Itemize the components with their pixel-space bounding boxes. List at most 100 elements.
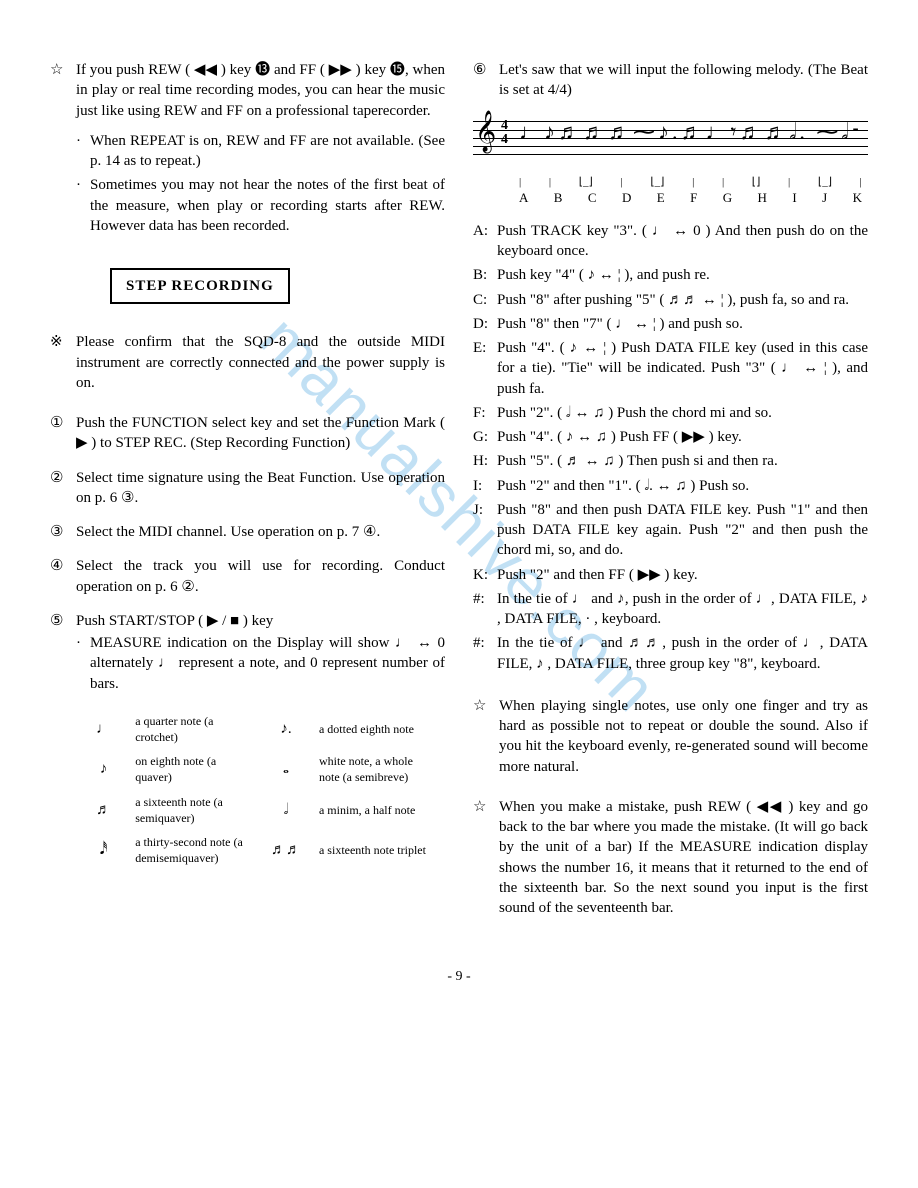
step-number: ③ <box>50 522 76 542</box>
step-number: ⑥ <box>473 60 499 101</box>
step-item: ② Select time signature using the Beat F… <box>50 468 445 509</box>
note-symbol: ♬♬ <box>263 831 309 869</box>
step-number: ② <box>50 468 76 509</box>
instruction-row: K:Push "2" and then FF ( ▶▶ ) key. <box>473 565 868 585</box>
instruction-row: E:Push "4". ( ♪ ↔ ¦ ) Push DATA FILE key… <box>473 338 868 399</box>
staff-label: E <box>657 189 665 207</box>
step-item: ④ Select the track you will use for reco… <box>50 556 445 597</box>
instruction-text: In the tie of ♩ and ♬♬, push in the orde… <box>497 633 868 674</box>
instruction-text: Push "8" after pushing "5" ( ♬♬ ↔ ¦ ), p… <box>497 290 868 310</box>
step-sub-row: · MEASURE indication on the Display will… <box>76 633 445 694</box>
tip-para: ☆ When you make a mistake, push REW ( ◀◀… <box>473 797 868 919</box>
staff-label: H <box>758 189 767 207</box>
note-symbol: ♪. <box>263 710 309 748</box>
intro-para: ☆ If you push REW ( ◀◀ ) key ⓭ and FF ( … <box>50 60 445 121</box>
staff-label: C <box>588 189 597 207</box>
instruction-label: #: <box>473 589 497 630</box>
step-item: ⑥ Let's saw that we will input the follo… <box>473 60 868 101</box>
instruction-row: D:Push "8" then "7" ( ♩ ↔ ¦ ) and push s… <box>473 314 868 334</box>
instruction-text: Push "4". ( ♪ ↔ ♫ ) Push FF ( ▶▶ ) key. <box>497 427 868 447</box>
step-number: ① <box>50 413 76 454</box>
instruction-text: Push "8" then "7" ( ♩ ↔ ¦ ) and push so. <box>497 314 868 334</box>
step-item: ③ Select the MIDI channel. Use operation… <box>50 522 445 542</box>
staff-label: G <box>723 189 732 207</box>
left-column: ☆ If you push REW ( ◀◀ ) key ⓭ and FF ( … <box>50 60 445 928</box>
star-marker: ☆ <box>473 696 499 777</box>
intro-text: If you push REW ( ◀◀ ) key ⓭ and FF ( ▶▶… <box>76 60 445 121</box>
step-text: Let's saw that we will input the followi… <box>499 60 868 101</box>
instruction-label: C: <box>473 290 497 310</box>
note-symbol: ♬ <box>82 791 125 829</box>
instruction-text: Push "8" and then push DATA FILE key. Pu… <box>497 500 868 561</box>
step-text: Select the track you will use for record… <box>76 556 445 597</box>
step-text: Select the MIDI channel. Use operation o… <box>76 522 445 542</box>
note-symbol: ♩ <box>82 710 125 748</box>
note-desc: white note, a whole note (a semibreve) <box>311 750 443 788</box>
step-main-text: Push START/STOP ( ▶ / ■ ) key <box>76 613 273 629</box>
staff-label: D <box>622 189 631 207</box>
notation-glyphs: ♩♪♬♬♬⁓♪.♬♩𝄾♬♬𝅗𝅥. ⁓𝅗𝅥𝄼 <box>519 117 864 147</box>
instruction-label: B: <box>473 265 497 285</box>
staff-label: B <box>554 189 563 207</box>
instruction-row: #:In the tie of ♩ and ♬♬, push in the or… <box>473 633 868 674</box>
step-item: ① Push the FUNCTION select key and set t… <box>50 413 445 454</box>
time-signature: 44 <box>501 119 508 147</box>
step-text: Select time signature using the Beat Fun… <box>76 468 445 509</box>
staff-label: F <box>690 189 697 207</box>
note-desc: a sixteenth note (a semiquaver) <box>127 791 261 829</box>
note-legend-table: ♩ a quarter note (a crotchet) ♪. a dotte… <box>80 708 445 872</box>
staff-label: I <box>792 189 796 207</box>
reference-marker-icon: ※ <box>50 332 76 393</box>
instruction-label: G: <box>473 427 497 447</box>
section-heading: STEP RECORDING <box>110 268 290 304</box>
page-number: - 9 - <box>50 968 868 987</box>
instruction-label: H: <box>473 451 497 471</box>
instruction-label: J: <box>473 500 497 561</box>
step-text: Push START/STOP ( ▶ / ■ ) key · MEASURE … <box>76 611 445 694</box>
note-symbol: 𝅝 <box>263 750 309 788</box>
note-symbol: 𝅗𝅥 <box>263 791 309 829</box>
instruction-row: B:Push key "4" ( ♪ ↔ ¦ ), and push re. <box>473 265 868 285</box>
table-row: ♩ a quarter note (a crotchet) ♪. a dotte… <box>82 710 443 748</box>
note-desc: a dotted eighth note <box>311 710 443 748</box>
instruction-text: In the tie of ♩ and ♪, push in the order… <box>497 589 868 630</box>
instruction-label: #: <box>473 633 497 674</box>
tip-text: When playing single notes, use only one … <box>499 696 868 777</box>
instruction-text: Push "5". ( ♬ ↔ ♫ ) Then push si and the… <box>497 451 868 471</box>
instruction-label: K: <box>473 565 497 585</box>
step-number: ④ <box>50 556 76 597</box>
right-column: ⑥ Let's saw that we will input the follo… <box>473 60 868 928</box>
instruction-text: Push key "4" ( ♪ ↔ ¦ ), and push re. <box>497 265 868 285</box>
instruction-label: F: <box>473 403 497 423</box>
tip-text: When you make a mistake, push REW ( ◀◀ )… <box>499 797 868 919</box>
note-desc: a minim, a half note <box>311 791 443 829</box>
instruction-row: C:Push "8" after pushing "5" ( ♬♬ ↔ ¦ ),… <box>473 290 868 310</box>
intro-bullet-text: Sometimes you may not hear the notes of … <box>90 175 445 236</box>
instruction-row: J:Push "8" and then push DATA FILE key. … <box>473 500 868 561</box>
instruction-label: D: <box>473 314 497 334</box>
intro-bullet: · Sometimes you may not hear the notes o… <box>76 175 445 236</box>
treble-clef-icon: 𝄞 <box>475 113 496 149</box>
instruction-text: Push "4". ( ♪ ↔ ¦ ) Push DATA FILE key (… <box>497 338 868 399</box>
instruction-label: E: <box>473 338 497 399</box>
instruction-label: A: <box>473 221 497 262</box>
instruction-row: H:Push "5". ( ♬ ↔ ♫ ) Then push si and t… <box>473 451 868 471</box>
step-text: Push the FUNCTION select key and set the… <box>76 413 445 454</box>
bullet-dot-icon: · <box>76 131 90 172</box>
staff-label: J <box>822 189 827 207</box>
music-staff: 𝄞 44 ♩♪♬♬♬⁓♪.♬♩𝄾♬♬𝅗𝅥. ⁓𝅗𝅥𝄼 <box>473 115 868 171</box>
table-row: ♪ on eighth note (a quaver) 𝅝 white note… <box>82 750 443 788</box>
preamble-text: Please confirm that the SQD-8 and the ou… <box>76 332 445 393</box>
instruction-label: I: <box>473 476 497 496</box>
note-desc: on eighth note (a quaver) <box>127 750 261 788</box>
intro-bullet-text: When REPEAT is on, REW and FF are not av… <box>90 131 445 172</box>
step-number: ⑤ <box>50 611 76 694</box>
two-column-layout: ☆ If you push REW ( ◀◀ ) key ⓭ and FF ( … <box>50 60 868 928</box>
bullet-dot-icon: · <box>76 175 90 236</box>
preamble: ※ Please confirm that the SQD-8 and the … <box>50 332 445 393</box>
note-desc: a sixteenth note triplet <box>311 831 443 869</box>
note-desc: a quarter note (a crotchet) <box>127 710 261 748</box>
step-item: ⑤ Push START/STOP ( ▶ / ■ ) key · MEASUR… <box>50 611 445 694</box>
note-symbol: ♪ <box>82 750 125 788</box>
intro-bullet: · When REPEAT is on, REW and FF are not … <box>76 131 445 172</box>
